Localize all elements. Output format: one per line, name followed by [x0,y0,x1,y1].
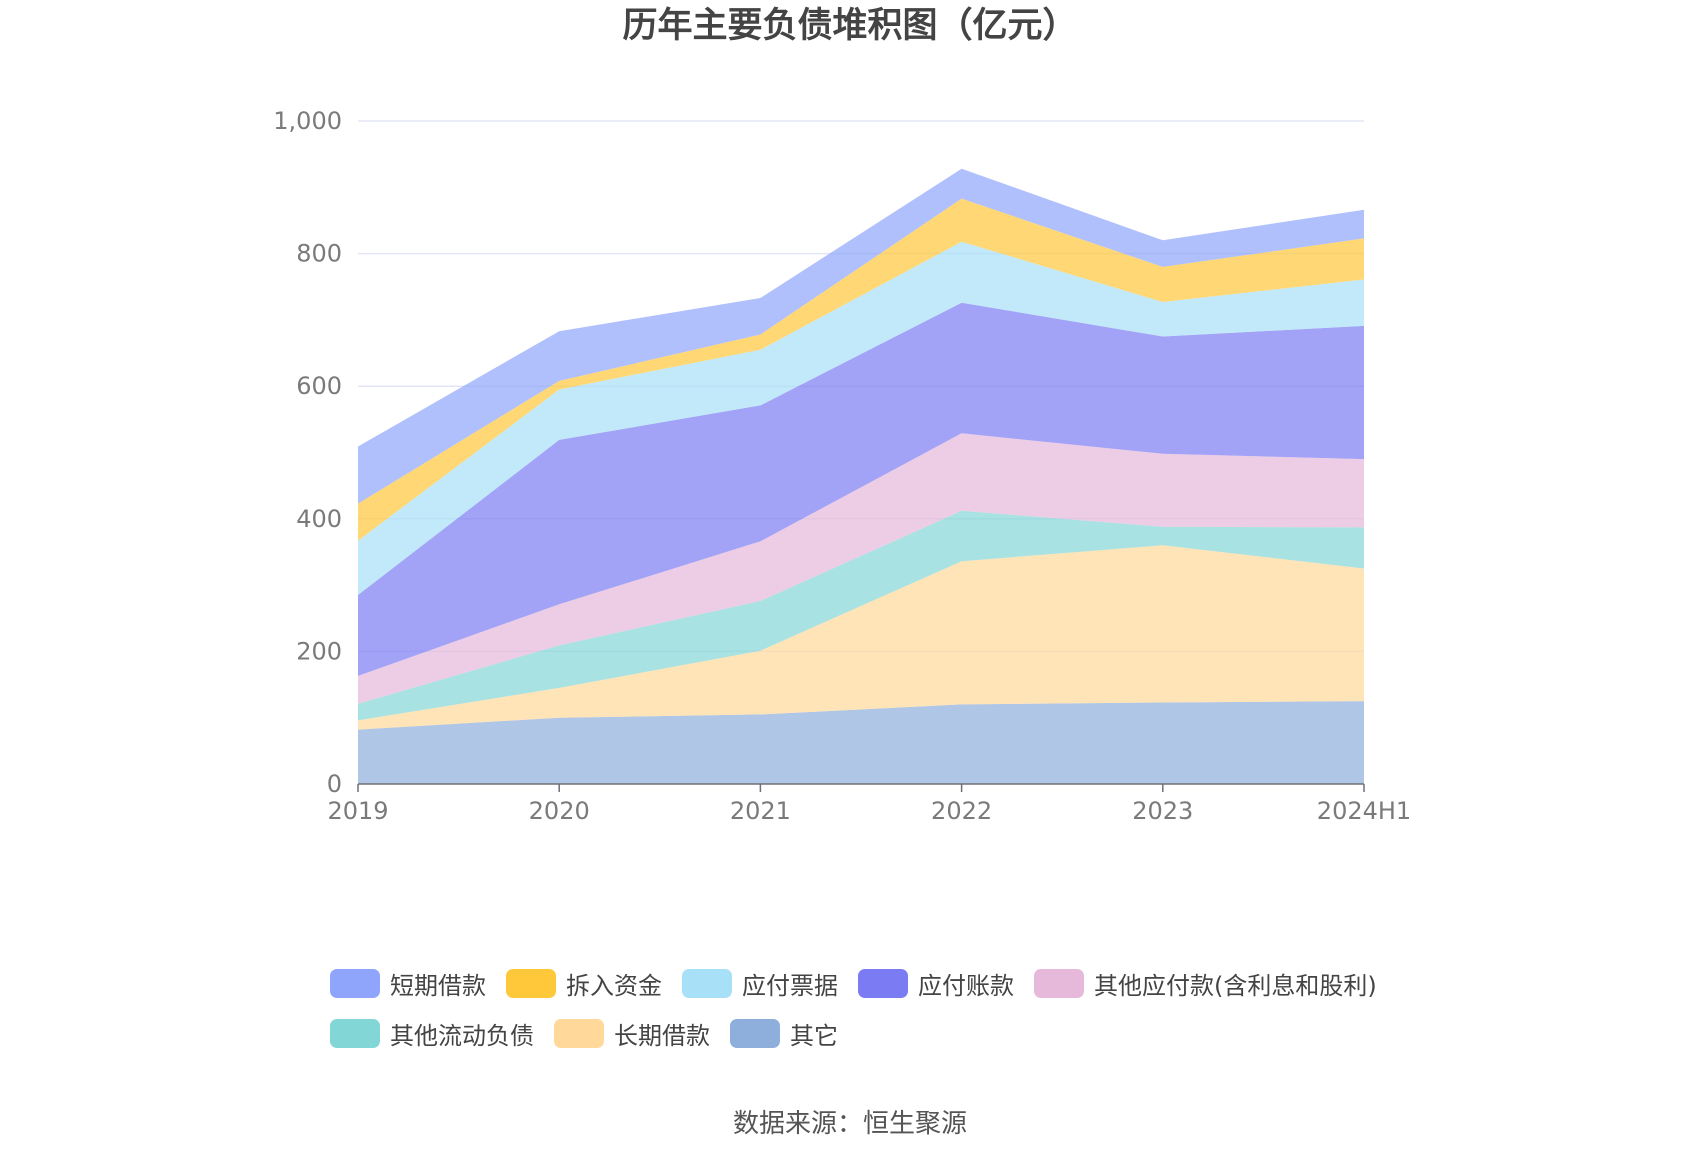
legend-item[interactable]: 其它 [730,1016,838,1051]
legend-swatch [682,968,732,998]
legend-label: 应付账款 [918,971,1014,1000]
x-tick-label: 2022 [931,797,992,825]
tick-labels: 0 200 400 600 800 1,000 2019 2020 2021 2022 2023 20… [273,107,1411,825]
legend-swatch [330,1018,380,1048]
legend-swatch [1034,968,1084,998]
legend-swatch [330,968,380,998]
area-series-7 [358,168,1364,504]
legend-swatch [506,968,556,998]
legend-item[interactable]: 应付账款 [858,966,1014,1001]
legend-item[interactable]: 长期借款 [554,1016,710,1051]
x-tick-label: 2019 [327,797,388,825]
area-series-5 [358,241,1364,595]
x-tick-label: 2020 [529,797,590,825]
legend-swatch [730,1018,780,1048]
axes [357,783,1365,792]
legend-label: 其它 [790,1021,838,1050]
y-tick-label: 1,000 [273,107,342,135]
y-tick-label: 0 [327,770,342,798]
area-series [358,168,1364,784]
y-tick-label: 600 [296,372,342,400]
legend-row: 短期借款 拆入资金 应付票据 应付账款 其他应付款(含利息和股利) [330,958,1430,1008]
legend: 短期借款 拆入资金 应付票据 应付账款 其他应付款(含利息和股利) 其他流动负债 长期借款其… [330,958,1430,1058]
y-tick-label: 200 [296,637,342,665]
x-tick-label: 2021 [730,797,791,825]
area-series-6 [358,198,1364,541]
legend-item[interactable]: 其他流动负债 [330,1016,534,1051]
area-series-1 [358,545,1364,730]
x-tick-label: 2024H1 [1317,797,1411,825]
x-tick-label: 2023 [1132,797,1193,825]
area-series-3 [358,433,1364,704]
legend-item[interactable]: 拆入资金 [506,966,662,1001]
legend-label: 其他应付款(含利息和股利) [1094,971,1377,1000]
legend-label: 应付票据 [742,971,838,1000]
y-tick-label: 400 [296,505,342,533]
legend-item[interactable]: 其他应付款(含利息和股利) [1034,966,1377,1001]
area-series-0 [358,701,1364,784]
source-note: 数据来源：恒生聚源 [732,1109,967,1139]
legend-item[interactable]: 短期借款 [330,966,486,1001]
legend-row: 其他流动负债 长期借款 其它 [330,1008,1430,1058]
area-series-4 [358,302,1364,676]
legend-label: 其他流动负债 [390,1021,534,1050]
legend-label: 长期借款 [614,1021,710,1050]
legend-swatch [858,968,908,998]
y-tick-label: 800 [296,240,342,268]
legend-item[interactable]: 应付票据 [682,966,838,1001]
legend-label: 短期借款 [390,971,486,1000]
legend-swatch [554,1018,604,1048]
area-series-2 [358,510,1364,721]
chart-title: 历年主要负债堆积图（亿元） [622,6,1078,46]
legend-label: 拆入资金 [566,971,662,1000]
